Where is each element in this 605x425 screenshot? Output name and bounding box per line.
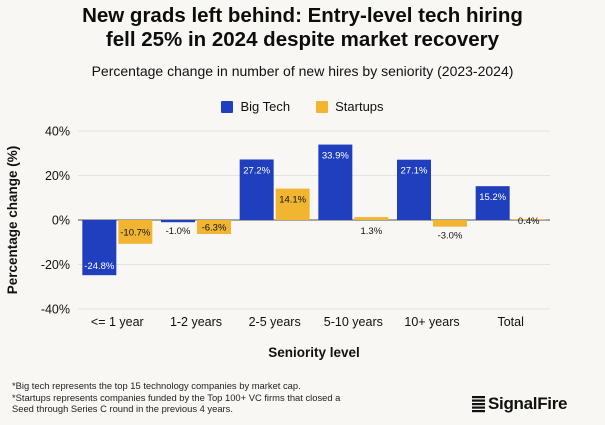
signalfire-logo-icon — [472, 396, 485, 413]
bar-value-label: 27.2% — [243, 165, 270, 176]
y-axis-title: Percentage change (%) — [5, 146, 20, 295]
footnote-line-3: Seed through Series C round in the previ… — [12, 403, 233, 414]
x-tick-label: 5-10 years — [324, 315, 383, 329]
bar-big-tech — [239, 159, 274, 220]
x-tick-label: 1-2 years — [170, 315, 222, 329]
bar-big-tech — [82, 220, 117, 276]
chart-title: New grads left behind: Entry-level tech … — [0, 4, 605, 52]
bar-value-label: 14.1% — [279, 195, 306, 206]
x-tick-label: Total — [497, 315, 523, 329]
bar-big-tech — [318, 144, 353, 220]
bar-value-label: -10.7% — [120, 227, 151, 238]
legend-label-big-tech: Big Tech — [240, 99, 291, 114]
bar-value-label: 27.1% — [401, 166, 428, 177]
bar-startups — [118, 220, 153, 244]
y-tick-label: -20% — [41, 258, 70, 272]
y-tick-label: 0% — [52, 214, 70, 228]
brand-name: SignalFire — [488, 394, 568, 413]
bar-big-tech — [475, 186, 510, 220]
footnote-line-1: *Big tech represents the top 15 technolo… — [12, 380, 301, 391]
bar-value-label: -3.0% — [438, 231, 463, 242]
x-axis-title: Seniority level — [268, 345, 360, 360]
y-tick-label: 40% — [45, 125, 70, 139]
bar-startups — [511, 219, 546, 220]
bar-value-label: -6.3% — [202, 223, 227, 234]
chart-subtitle: Percentage change in number of new hires… — [91, 63, 514, 79]
footnote-line-2: *Startups represents companies funded by… — [12, 391, 341, 403]
bar-chart: -40% -20% 0% 20% 40% -24.8% -10.7% <= 1 year -1.… — [5, 125, 550, 360]
bar-value-label: -1.0% — [166, 226, 191, 237]
bar-startups — [433, 220, 467, 227]
y-tick-label: 20% — [45, 169, 70, 183]
legend: Big Tech Startups — [0, 99, 605, 114]
footnote: *Big tech represents the top 15 technolo… — [12, 380, 340, 415]
legend-label-startups: Startups — [335, 99, 384, 114]
x-tick-label: 2-5 years — [249, 315, 301, 329]
legend-item-big-tech: Big Tech — [221, 99, 290, 114]
x-tick-label: <= 1 year — [91, 315, 144, 329]
x-tick-label: 10+ years — [404, 315, 459, 329]
bar-value-label: -24.8% — [84, 261, 115, 272]
signalfire-logo: SignalFire — [472, 394, 567, 414]
title-line-1: New grads left behind: Entry-level tech … — [82, 4, 523, 27]
bar-big-tech — [397, 159, 431, 220]
legend-swatch-big-tech — [221, 100, 234, 113]
bar-value-label: 33.9% — [322, 151, 349, 162]
bar-startups — [197, 220, 231, 235]
bar-big-tech — [161, 220, 195, 223]
bar-startups — [354, 217, 389, 220]
legend-item-startups: Startups — [316, 99, 384, 114]
bar-startups — [275, 188, 310, 220]
title-line-2: fell 25% in 2024 despite market recovery — [105, 28, 500, 51]
bar-value-label: 0.4% — [518, 216, 540, 227]
y-tick-label: -40% — [41, 303, 70, 317]
legend-swatch-startups — [316, 100, 329, 113]
bar-value-label: 15.2% — [479, 192, 506, 203]
bar-value-label: 1.3% — [361, 226, 383, 237]
